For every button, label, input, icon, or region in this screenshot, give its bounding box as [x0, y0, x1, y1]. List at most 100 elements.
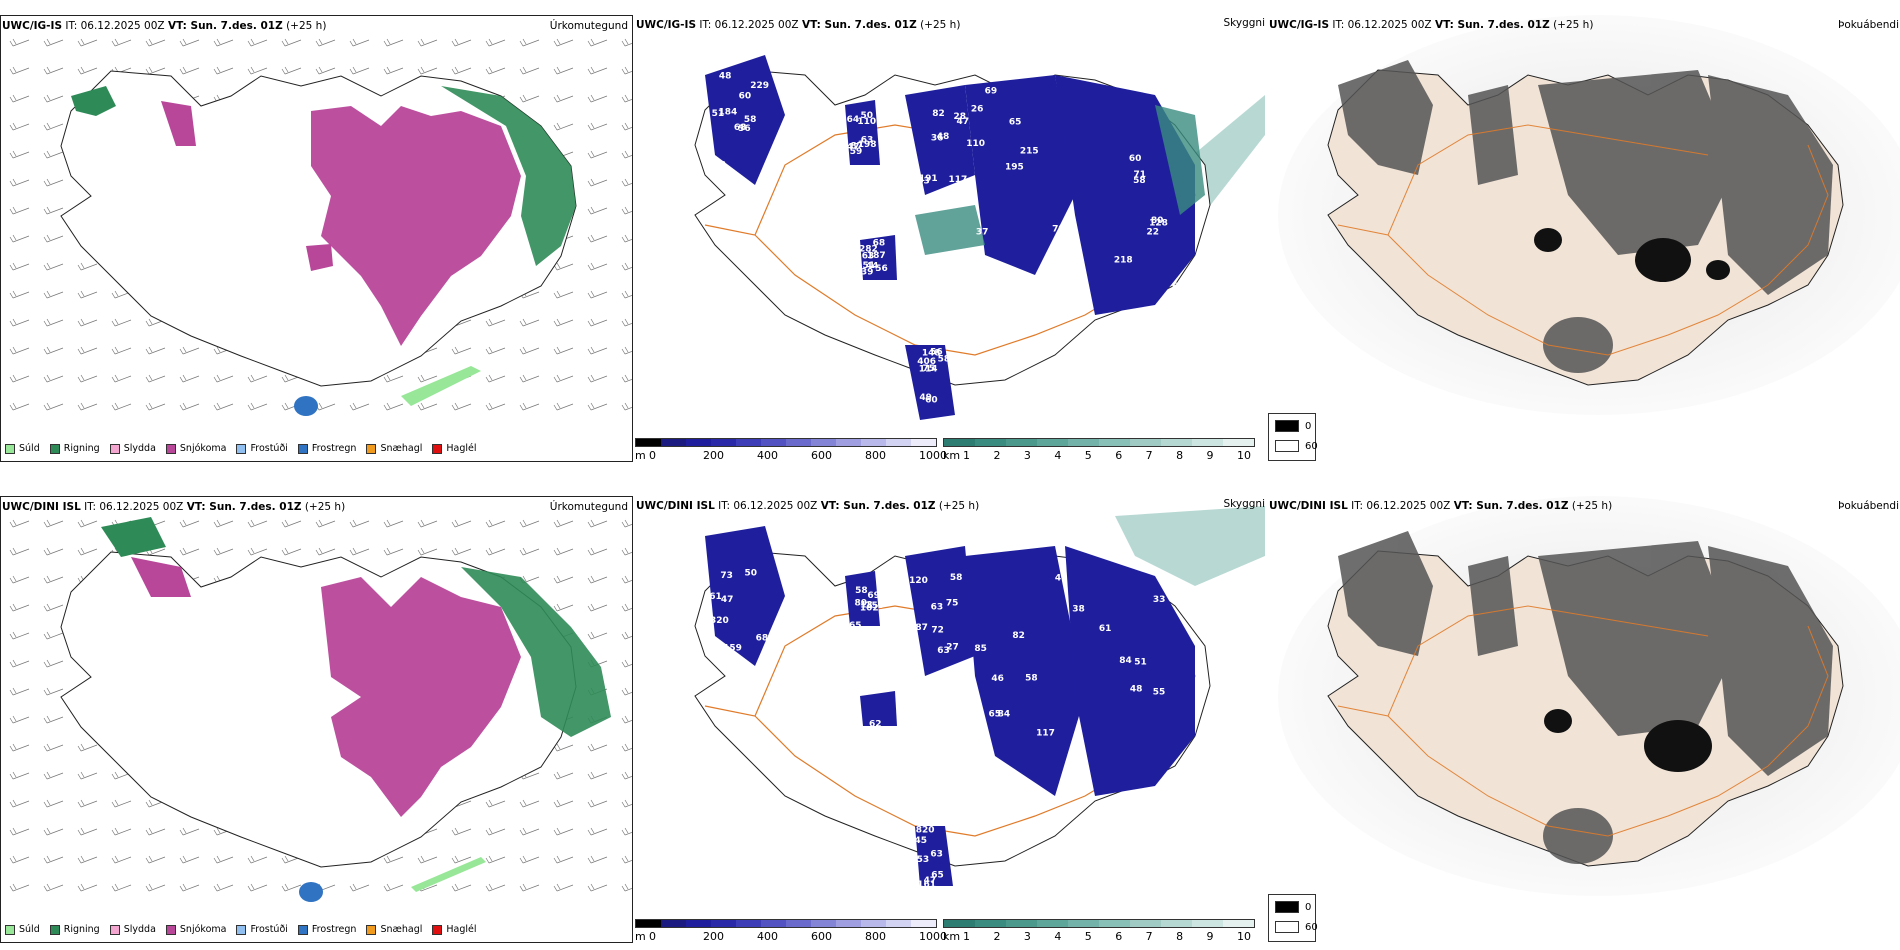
height-label: 33 [1153, 595, 1166, 605]
colorbar-tick: 10 [1237, 930, 1251, 943]
legend-swatch [432, 443, 443, 454]
wind-barb [587, 743, 608, 752]
colorbar-tick: 600 [811, 930, 832, 943]
wind-barb [213, 519, 234, 528]
wind-barb [43, 827, 64, 836]
wind-barb [43, 402, 64, 411]
legend-label: Súld [19, 924, 40, 935]
fog-legend: 0 60 [1268, 894, 1318, 942]
height-label: 61 [1099, 624, 1112, 634]
wind-barb [349, 66, 370, 75]
wind-barb [553, 374, 574, 383]
height-label: 49 [919, 393, 932, 403]
height-label: 58 [855, 586, 868, 596]
height-label: 110 [966, 139, 985, 149]
wind-barb [9, 290, 30, 299]
wind-barb [553, 547, 574, 556]
wind-barb [43, 178, 64, 187]
wind-barb [417, 519, 438, 528]
legend-label: Frostúði [250, 924, 288, 935]
height-label: 13 [860, 601, 873, 611]
legend-label: Frostregn [311, 924, 357, 935]
wind-barb [9, 374, 30, 383]
wind-barb [383, 547, 404, 556]
wind-barb [77, 402, 98, 411]
wind-barb [519, 94, 540, 103]
rain-area-nw [101, 517, 166, 557]
visibility-panel-top: 56 64 36 37 71 44 56 60 50 48 69 67 63 58 68 110 63 65 60 5… [635, 15, 1265, 462]
wind-barb [519, 318, 540, 327]
wind-barb [621, 855, 632, 864]
visibility-panel-bottom: 61 58 75 41 38 71 53 50 80 58 82 55 62 45 73 65 63 85 48 60… [635, 496, 1265, 943]
roads [1337, 124, 1829, 356]
snow-area-nw [131, 557, 191, 597]
wind-barb [9, 262, 30, 271]
height-label: 58 [744, 115, 757, 125]
legend-item: Snæhagl [366, 443, 422, 454]
panel-title: UWC/DINI ISL IT: 06.12.2025 00Z VT: Sun.… [1269, 500, 1613, 512]
wind-barb [553, 855, 574, 864]
wind-barb [349, 402, 370, 411]
wind-barb [587, 799, 608, 808]
wind-barb [621, 575, 632, 584]
wind-barb [485, 547, 506, 556]
colorbar-step [975, 920, 1006, 927]
wind-barb [9, 827, 30, 836]
wind-barb [451, 883, 472, 892]
colorbar-step [1223, 920, 1254, 927]
wind-barb [587, 234, 608, 243]
wind-barb [621, 715, 632, 724]
colorbar-unit: m [635, 930, 646, 943]
wind-barb [247, 374, 268, 383]
legend-swatch [297, 924, 308, 935]
colorbar-step [836, 439, 861, 446]
height-label: 44 [866, 261, 879, 271]
wind-barb [621, 827, 632, 836]
wind-barb [315, 38, 336, 47]
height-label: 47 [924, 876, 937, 886]
height-label: 60 [870, 741, 883, 751]
wind-barb [43, 519, 64, 528]
height-label: 38 [1072, 604, 1085, 614]
height-label: 287 [909, 623, 928, 633]
wind-barb [213, 855, 234, 864]
wind-barb [9, 178, 30, 187]
fog-black-spots [1534, 228, 1730, 282]
wind-barb [43, 547, 64, 556]
colorbar-step [1068, 920, 1099, 927]
wind-barb [621, 547, 632, 556]
wind-barb [9, 547, 30, 556]
wind-barb [519, 374, 540, 383]
precip-legend: Súld Rigning Slydda Snjókoma Frostúði Frostre… [5, 443, 477, 454]
wind-barb [417, 66, 438, 75]
wind-barb [383, 519, 404, 528]
height-label: 39 [861, 268, 874, 278]
wind-barb [77, 799, 98, 808]
precip-legend: Súld Rigning Slydda Snjókoma Frostúði Frostre… [5, 924, 477, 935]
legend-label: Slydda [123, 443, 156, 454]
wind-barb [621, 374, 632, 383]
wind-barb [247, 38, 268, 47]
colorbar-tick: 800 [865, 449, 886, 462]
wind-barb [451, 38, 472, 47]
wind-barb [587, 346, 608, 355]
wind-barb [145, 402, 166, 411]
wind-barb [587, 66, 608, 75]
height-label: 58 [1133, 176, 1146, 186]
wind-barb [213, 402, 234, 411]
wind-barb [9, 66, 30, 75]
wind-barb [587, 771, 608, 780]
height-label: 184 [719, 107, 738, 117]
height-label: 148 [922, 348, 941, 358]
legend-label: Frostúði [250, 443, 288, 454]
colorbar-tick: 9 [1206, 449, 1214, 462]
height-label: 46 [991, 674, 1004, 684]
panel-variable: Úrkomutegund [549, 20, 628, 32]
height-label: 60 [1129, 154, 1142, 164]
colorbar-step [1161, 439, 1192, 446]
wind-barb [213, 66, 234, 75]
height-label: 27 [859, 744, 872, 754]
wind-barb [621, 234, 632, 243]
panel-variable: Þokuábendi [1838, 500, 1899, 512]
wind-barb [383, 855, 404, 864]
